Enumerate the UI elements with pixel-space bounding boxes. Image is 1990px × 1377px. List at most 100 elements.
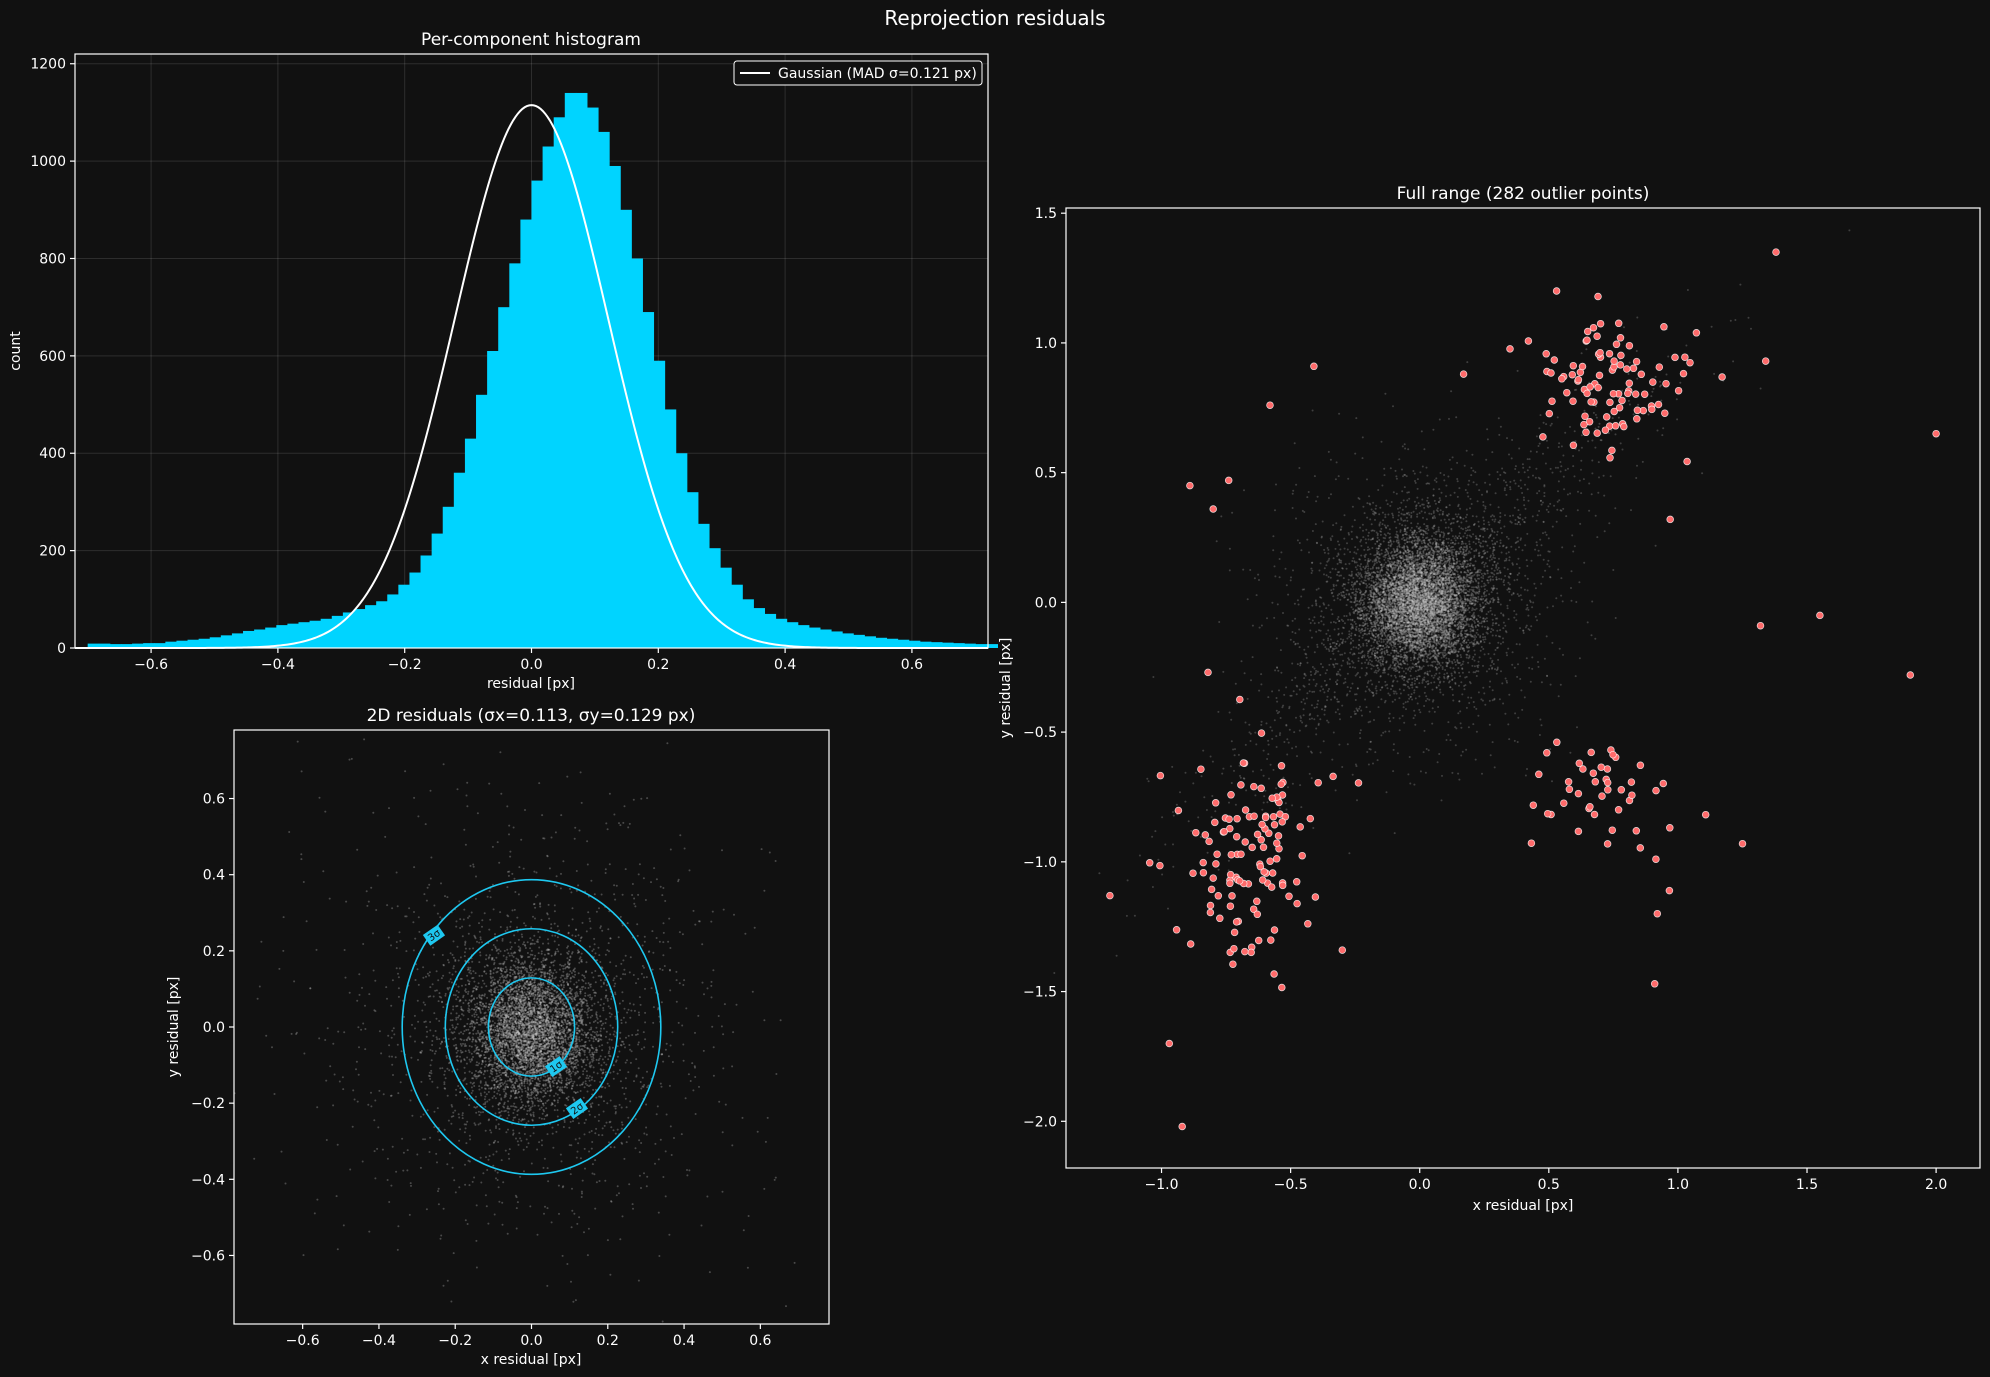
- residual-point: [515, 998, 518, 1001]
- residual-point: [646, 1070, 648, 1073]
- residual-point: [588, 1110, 590, 1113]
- residual-point: [588, 1131, 591, 1134]
- residual-point: [523, 1133, 526, 1135]
- residual-point: [636, 934, 639, 937]
- histogram-bar: [154, 643, 166, 648]
- residual-point: [545, 1008, 548, 1011]
- residual-point: [470, 1045, 473, 1048]
- residual-point: [364, 1028, 367, 1030]
- residual-point: [424, 1020, 427, 1023]
- residual-point: [567, 1014, 570, 1017]
- residual-point: [551, 1126, 554, 1129]
- residual-point: [376, 874, 379, 877]
- residual-point: [464, 988, 467, 991]
- residual-point: [510, 1051, 513, 1054]
- residual-point: [527, 1034, 530, 1037]
- residual-point: [577, 1012, 580, 1015]
- histogram-bar: [864, 636, 876, 648]
- residual-point: [763, 1187, 766, 1190]
- residual-point: [662, 954, 665, 957]
- residual-point: [525, 1051, 528, 1054]
- residual-point: [465, 1142, 468, 1145]
- residual-point: [588, 983, 591, 986]
- residual-point: [573, 1006, 576, 1009]
- residual-point: [549, 1037, 552, 1040]
- residual-point: [571, 1000, 574, 1003]
- residual-point: [337, 1030, 340, 1033]
- residual-point: [506, 928, 509, 931]
- residual-point: [579, 939, 582, 942]
- residual-point: [576, 1027, 579, 1030]
- residual-point: [523, 1170, 525, 1173]
- residual-point: [534, 987, 537, 990]
- histogram-bar: [609, 165, 621, 648]
- residual-point: [599, 1055, 602, 1058]
- histogram-legend: Gaussian (MAD σ=0.121 px): [733, 60, 983, 86]
- residual-point: [513, 1102, 516, 1105]
- residual-point: [607, 1058, 610, 1061]
- residual-point: [555, 1015, 558, 1018]
- residual-point: [604, 1071, 607, 1074]
- residual-point: [612, 1070, 615, 1073]
- residual-point: [636, 1029, 639, 1032]
- residual-point: [386, 997, 388, 1000]
- residual-point: [553, 922, 556, 925]
- residual-point: [591, 1172, 594, 1175]
- residual-point: [640, 972, 643, 975]
- residual-point: [669, 848, 672, 851]
- residual-point: [328, 897, 331, 900]
- residual-point: [571, 1085, 574, 1087]
- residual-point: [540, 1050, 543, 1053]
- residual-point: [528, 1015, 531, 1018]
- residual-point: [639, 1081, 642, 1083]
- residual-point: [430, 1059, 433, 1062]
- residual-point: [593, 1035, 596, 1038]
- residual-point: [575, 1156, 578, 1159]
- residual-point: [601, 1058, 604, 1061]
- residual-point: [591, 1051, 594, 1054]
- residual-point: [529, 953, 532, 956]
- residual-point: [635, 1058, 638, 1061]
- residual-point: [506, 805, 509, 808]
- residual-point: [619, 1238, 622, 1241]
- residual-point: [546, 1284, 549, 1287]
- residual-point: [508, 1005, 511, 1007]
- histogram-bar: [531, 180, 544, 649]
- residual-point: [363, 738, 366, 741]
- residual-point: [439, 1067, 442, 1070]
- residual-point: [448, 1062, 451, 1065]
- residual-point: [538, 1080, 541, 1083]
- residual-point: [662, 931, 665, 934]
- residual-point: [643, 1132, 646, 1135]
- residual-point: [431, 1040, 434, 1042]
- residual-point: [485, 1005, 488, 1008]
- residual-point: [502, 967, 505, 970]
- residual-point: [587, 1227, 590, 1230]
- residual-point: [669, 1125, 672, 1128]
- histogram-bar: [520, 219, 532, 648]
- residual-point: [655, 1113, 658, 1116]
- residual-point: [482, 1005, 485, 1008]
- residual-point: [439, 1237, 442, 1240]
- residual-point: [540, 952, 543, 955]
- residual-point: [629, 1100, 632, 1103]
- residual-point: [598, 1057, 601, 1060]
- residual-point: [633, 897, 636, 900]
- residual-point: [511, 1041, 514, 1044]
- residual-point: [560, 1019, 563, 1022]
- residual-point: [489, 1069, 492, 1072]
- residual-point: [489, 896, 492, 899]
- residual-point: [562, 1109, 565, 1112]
- residual-point: [473, 1122, 476, 1125]
- residual-point: [597, 1001, 600, 1004]
- residual-point: [457, 1059, 459, 1062]
- histogram-bar: [908, 640, 921, 648]
- residual-point: [467, 979, 469, 982]
- residual-point: [613, 1030, 616, 1033]
- residual-point: [474, 1123, 477, 1126]
- residual-point: [424, 1003, 427, 1006]
- residual-point: [567, 1030, 570, 1033]
- residual-point: [364, 1048, 367, 1051]
- residual-point: [710, 996, 713, 999]
- residual-point: [555, 875, 558, 878]
